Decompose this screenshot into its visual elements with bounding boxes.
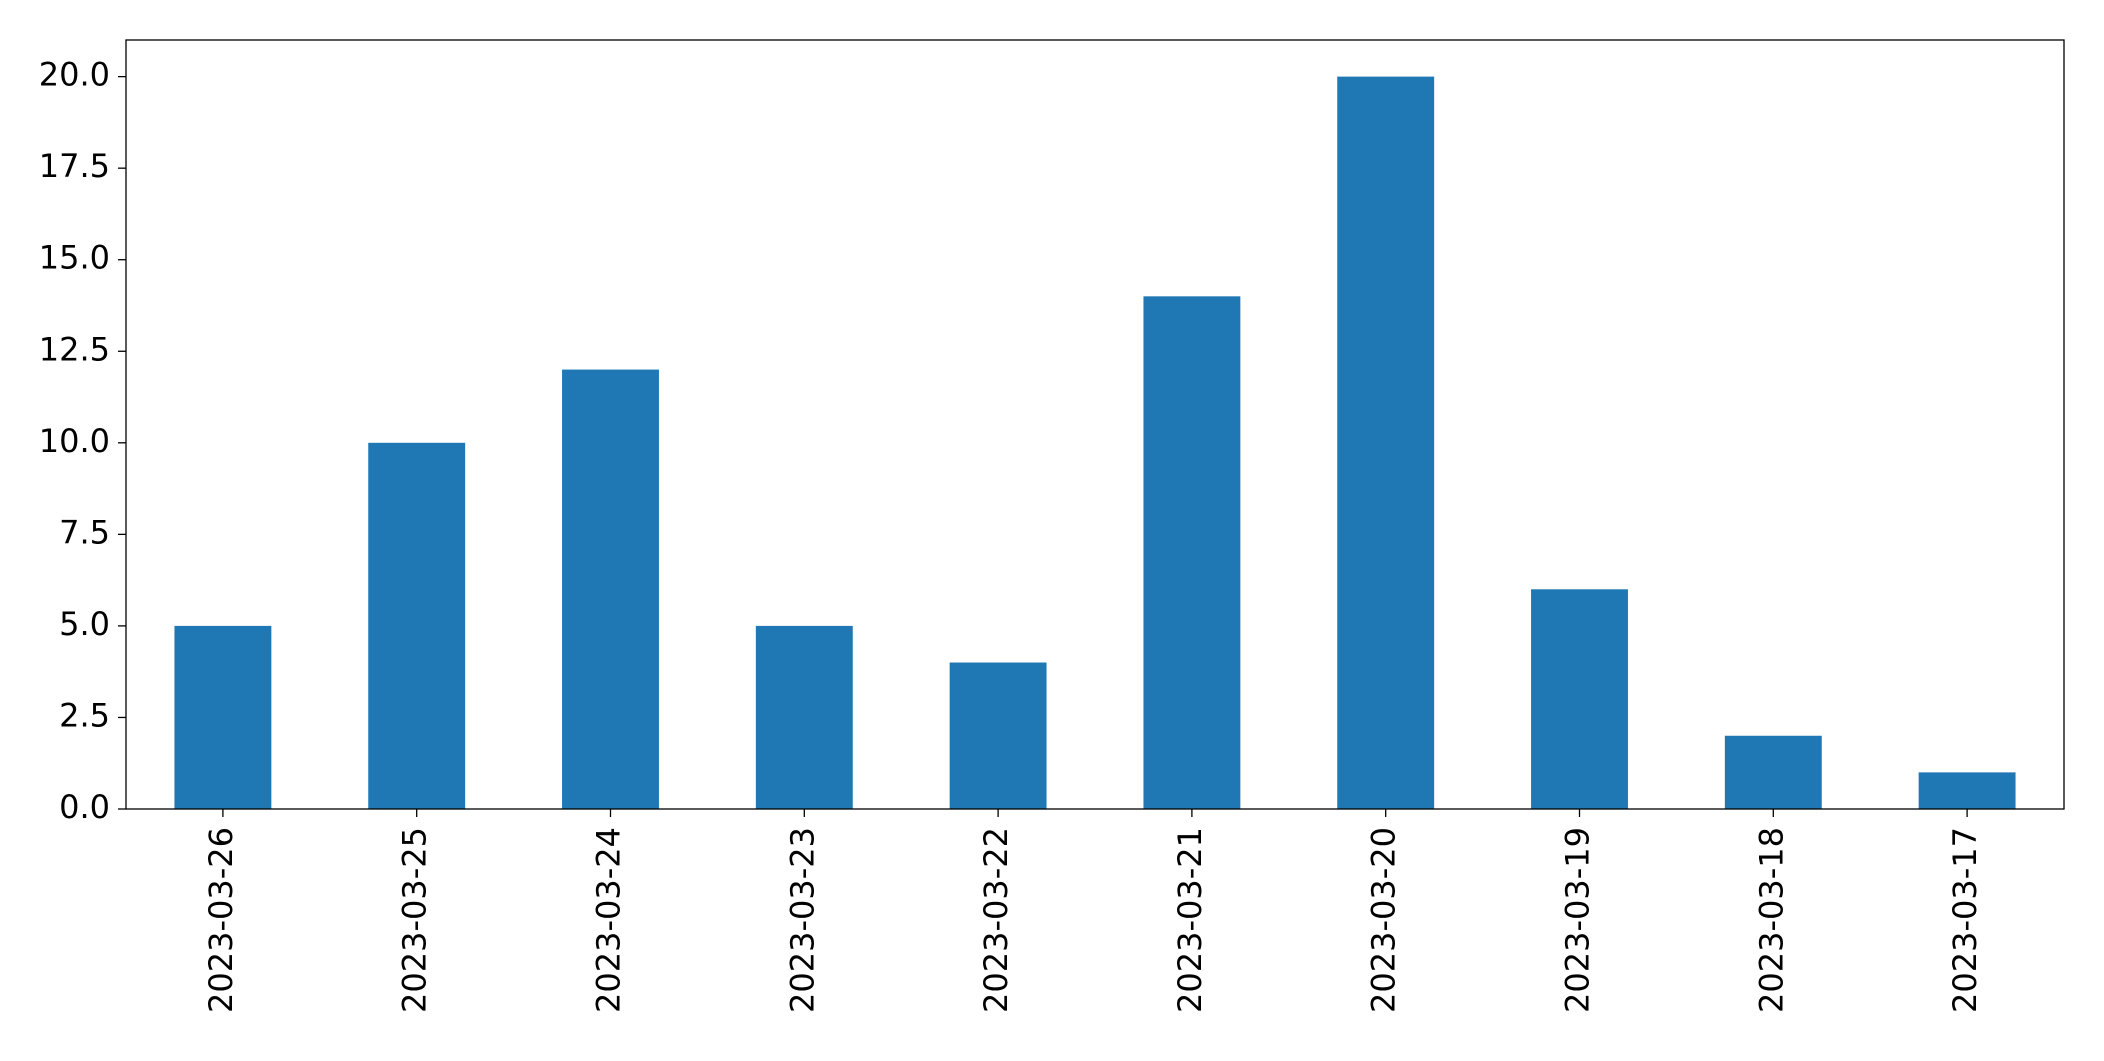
bar bbox=[1531, 589, 1628, 809]
bar bbox=[1143, 296, 1241, 809]
x-tick-label: 2023-03-21 bbox=[1171, 827, 1209, 1013]
x-tick-label: 2023-03-26 bbox=[202, 827, 240, 1013]
y-tick-label: 20.0 bbox=[39, 56, 110, 94]
x-tick-label: 2023-03-17 bbox=[1946, 827, 1984, 1013]
bar bbox=[1918, 772, 2016, 809]
bar bbox=[949, 662, 1047, 809]
y-tick-label: 12.5 bbox=[39, 330, 110, 368]
bar bbox=[368, 442, 466, 809]
x-tick-label: 2023-03-22 bbox=[977, 827, 1015, 1013]
y-tick-label: 7.5 bbox=[59, 513, 110, 551]
y-tick-label: 2.5 bbox=[59, 696, 110, 734]
bar bbox=[174, 625, 272, 809]
x-tick-label: 2023-03-20 bbox=[1365, 827, 1403, 1013]
y-tick-label: 10.0 bbox=[39, 422, 110, 460]
y-tick-label: 17.5 bbox=[39, 147, 110, 185]
bar bbox=[1724, 735, 1822, 809]
y-tick-label: 0.0 bbox=[59, 788, 110, 826]
y-tick-label: 15.0 bbox=[39, 239, 110, 277]
y-tick-label: 5.0 bbox=[59, 605, 110, 643]
x-tick-label: 2023-03-24 bbox=[590, 827, 628, 1013]
bar bbox=[562, 369, 659, 809]
x-tick-label: 2023-03-23 bbox=[783, 827, 821, 1013]
x-tick-label: 2023-03-19 bbox=[1559, 827, 1597, 1013]
x-tick-label: 2023-03-25 bbox=[396, 827, 434, 1013]
bar bbox=[755, 625, 853, 809]
axes-frame bbox=[125, 39, 2065, 810]
bar bbox=[1337, 76, 1435, 810]
x-tick-label: 2023-03-18 bbox=[1752, 827, 1790, 1013]
